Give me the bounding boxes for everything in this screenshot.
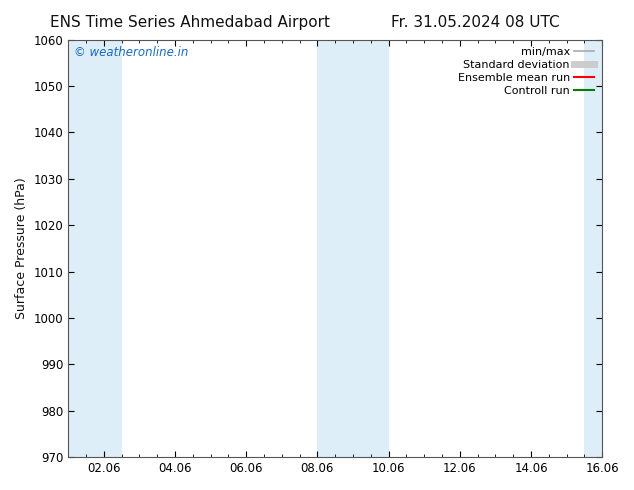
Bar: [318, 40, 389, 457]
Text: © weatheronline.in: © weatheronline.in: [74, 46, 188, 59]
Y-axis label: Surface Pressure (hPa): Surface Pressure (hPa): [15, 177, 28, 319]
Bar: [585, 40, 602, 457]
Bar: [68, 40, 122, 457]
Text: Fr. 31.05.2024 08 UTC: Fr. 31.05.2024 08 UTC: [391, 15, 560, 30]
Text: ENS Time Series Ahmedabad Airport: ENS Time Series Ahmedabad Airport: [50, 15, 330, 30]
Legend: min/max, Standard deviation, Ensemble mean run, Controll run: min/max, Standard deviation, Ensemble me…: [455, 45, 597, 98]
